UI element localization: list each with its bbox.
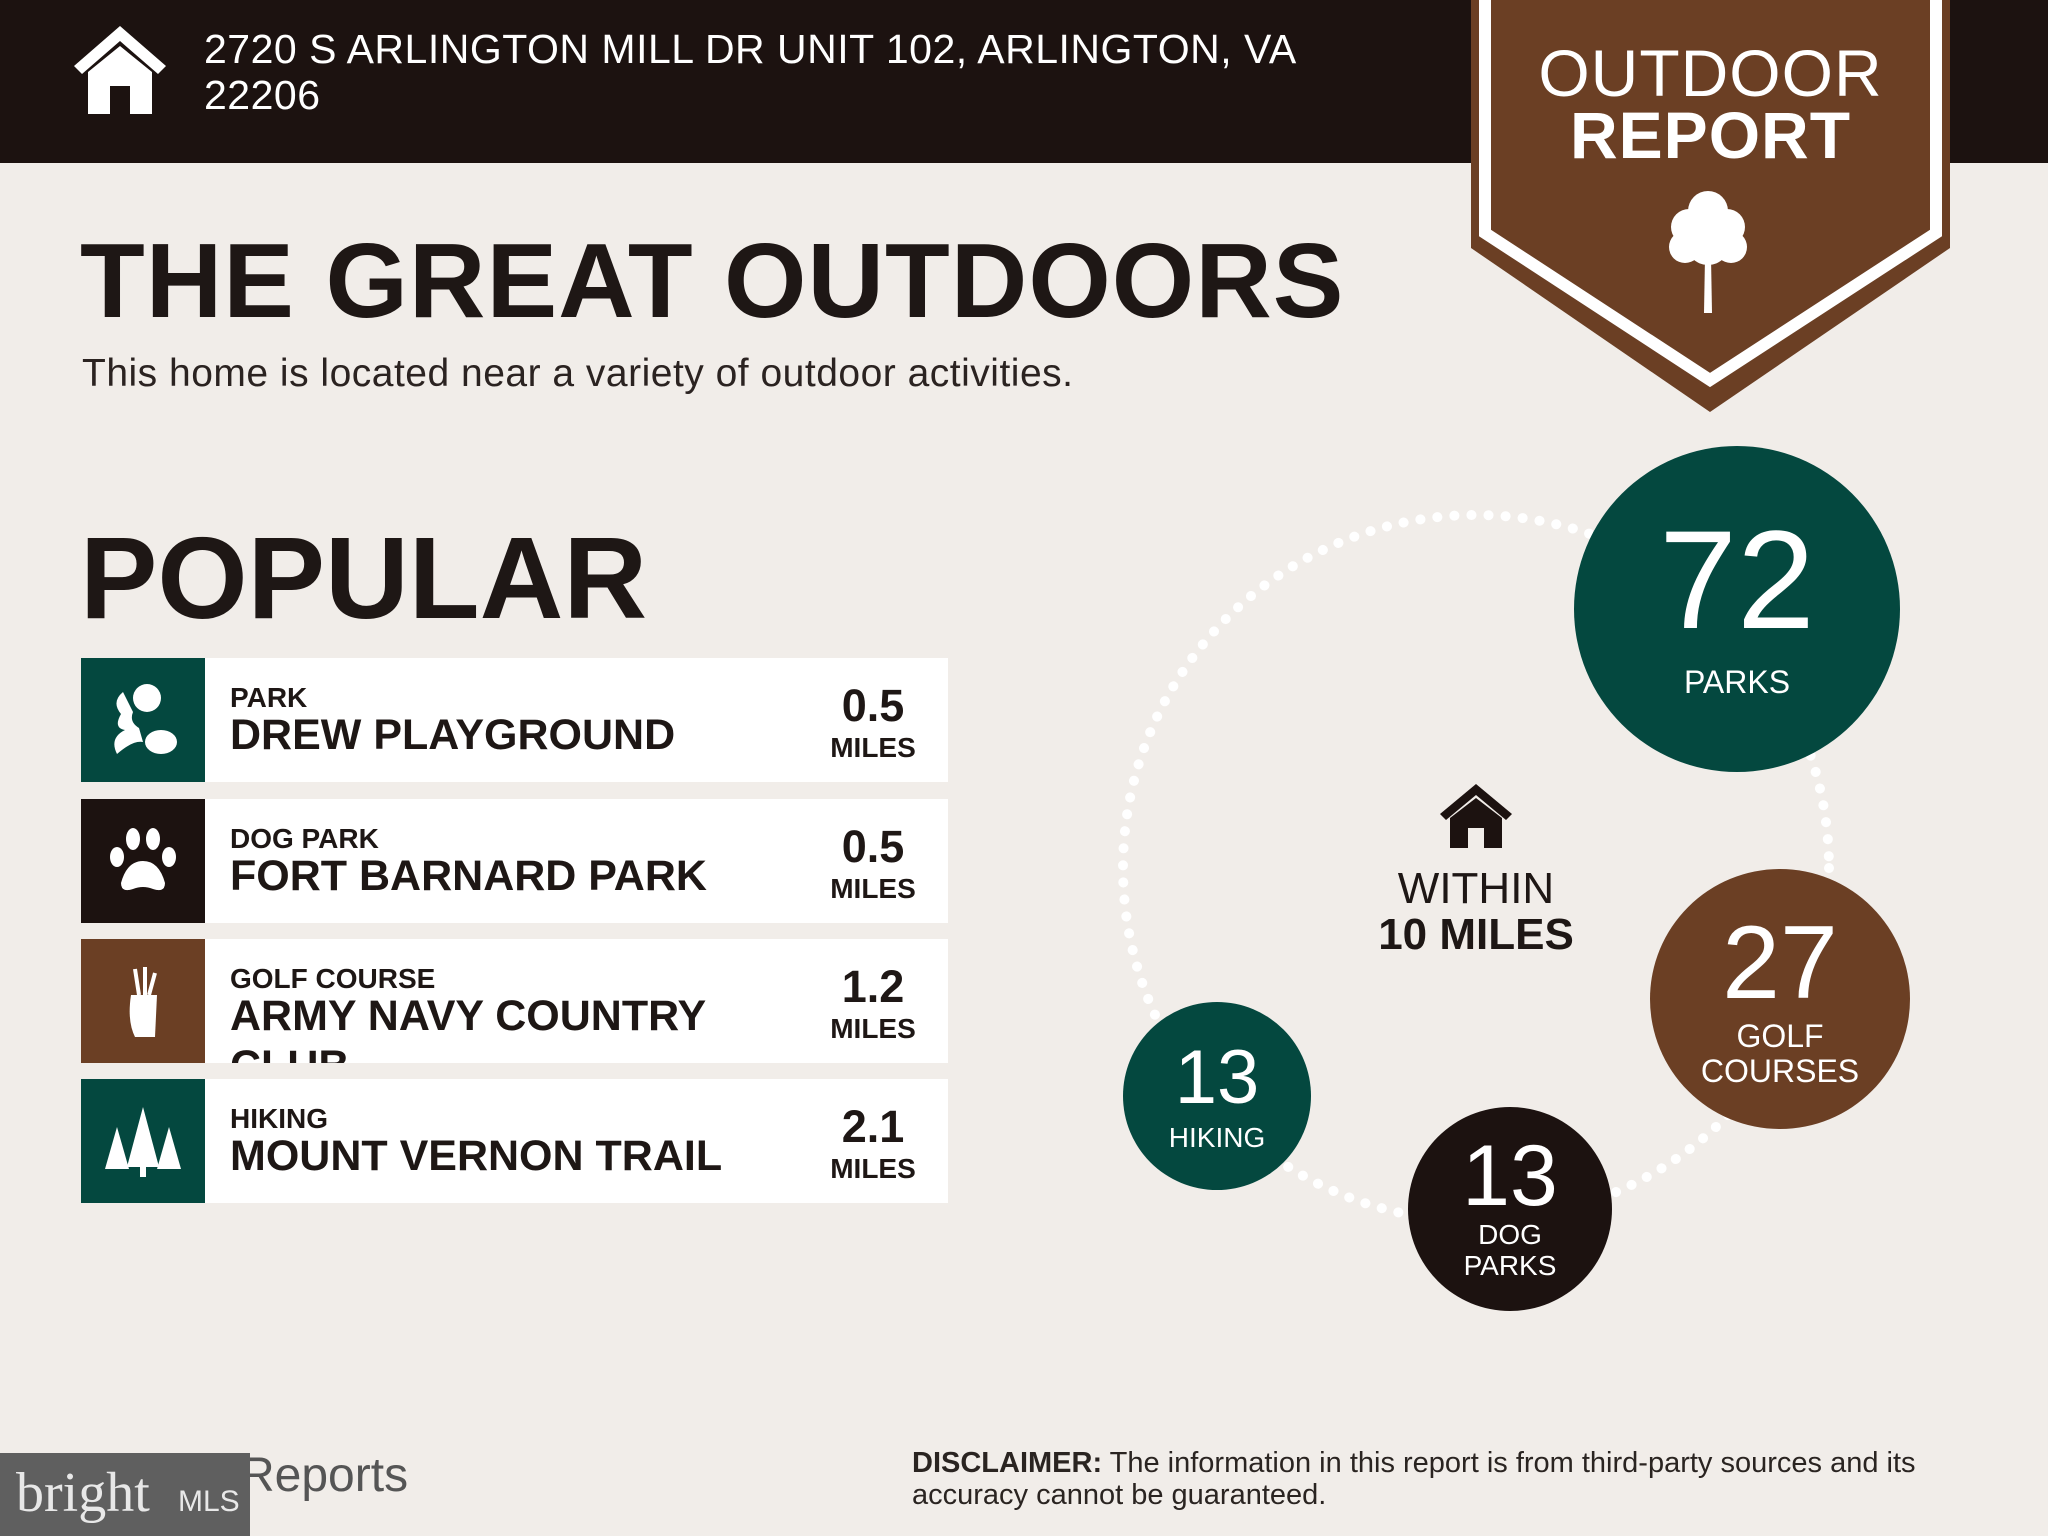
- item-category: PARK: [230, 682, 308, 713]
- disclaimer-label: DISCLAIMER:: [912, 1447, 1103, 1479]
- badge-title-line2: REPORT: [1569, 98, 1852, 172]
- popular-item-park: PARK DREW PLAYGROUND 0.5 MILES: [81, 658, 948, 782]
- item-unit: MILES: [830, 732, 916, 763]
- item-distance: 2.1: [841, 1101, 905, 1152]
- park-icon: [81, 658, 205, 782]
- tree-icon: [1669, 191, 1747, 313]
- parks-count: 72: [1659, 501, 1815, 658]
- paw-icon: [81, 799, 205, 923]
- dog-parks-count-circle: 13 DOG PARKS: [1408, 1107, 1612, 1311]
- page-subtitle: This home is located near a variety of o…: [82, 352, 1074, 395]
- logo-text: bright: [16, 1462, 150, 1524]
- item-category: HIKING: [230, 1103, 328, 1134]
- logo-suffix: MLS: [178, 1485, 240, 1518]
- item-name: DREW PLAYGROUND: [230, 711, 676, 759]
- page-title: THE GREAT OUTDOORS: [80, 222, 1345, 340]
- pine-trees-icon: [81, 1079, 205, 1203]
- item-unit: MILES: [830, 873, 916, 904]
- golf-label: GOLF COURSES: [1700, 1018, 1860, 1089]
- home-icon: [1440, 784, 1512, 848]
- property-address: 2720 S ARLINGTON MILL DR UNIT 102, ARLIN…: [204, 26, 1295, 118]
- golf-count-circle: 27 GOLF COURSES: [1650, 869, 1910, 1129]
- within-distance: 10 MILES: [1378, 910, 1574, 959]
- item-name: FORT BARNARD PARK: [230, 852, 707, 900]
- dog-parks-count: 13: [1462, 1128, 1558, 1224]
- disclaimer: DISCLAIMER: The information in this repo…: [912, 1447, 1972, 1511]
- parks-count-circle: 72 PARKS: [1574, 446, 1900, 772]
- item-unit: MILES: [830, 1013, 916, 1044]
- hiking-count: 13: [1174, 1035, 1260, 1120]
- item-distance: 0.5: [841, 821, 905, 872]
- golf-count: 27: [1722, 905, 1838, 1021]
- reports-brand: Reports: [240, 1449, 409, 1502]
- hiking-count-circle: 13 HIKING: [1123, 1002, 1311, 1190]
- item-category: DOG PARK: [230, 823, 379, 854]
- dog-parks-label: DOG PARKS: [1463, 1219, 1557, 1281]
- item-name: ARMY NAVY COUNTRY CLUB: [230, 992, 706, 1063]
- disclaimer-text: The information in this report is from t…: [912, 1447, 1916, 1511]
- popular-heading: POPULAR: [80, 513, 648, 643]
- within-label: WITHIN: [1397, 864, 1555, 913]
- badge-title-line1: OUTDOOR: [1538, 36, 1883, 110]
- popular-item-hiking: HIKING MOUNT VERNON TRAIL 2.1 MILES: [81, 1079, 948, 1203]
- parks-label: PARKS: [1683, 664, 1791, 700]
- item-distance: 1.2: [841, 961, 905, 1012]
- home-icon: [74, 26, 166, 114]
- item-distance: 0.5: [841, 680, 905, 731]
- hiking-label: HIKING: [1168, 1122, 1266, 1153]
- golf-bag-icon: [81, 939, 205, 1063]
- popular-item-golf-course: GOLF COURSE ARMY NAVY COUNTRY CLUB 1.2 M…: [81, 939, 948, 1063]
- popular-item-dog-park: DOG PARK FORT BARNARD PARK 0.5 MILES: [81, 799, 948, 923]
- bright-mls-logo: bright MLS: [0, 1453, 250, 1536]
- item-unit: MILES: [830, 1153, 916, 1184]
- item-category: GOLF COURSE: [230, 963, 436, 994]
- item-name: MOUNT VERNON TRAIL: [230, 1132, 723, 1180]
